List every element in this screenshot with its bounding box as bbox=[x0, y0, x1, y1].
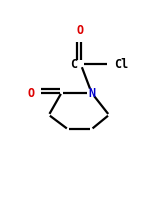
Text: O: O bbox=[28, 87, 35, 100]
Text: Cl: Cl bbox=[114, 58, 128, 71]
Text: C: C bbox=[71, 58, 78, 71]
Text: N: N bbox=[88, 87, 95, 100]
Text: O: O bbox=[77, 24, 84, 37]
